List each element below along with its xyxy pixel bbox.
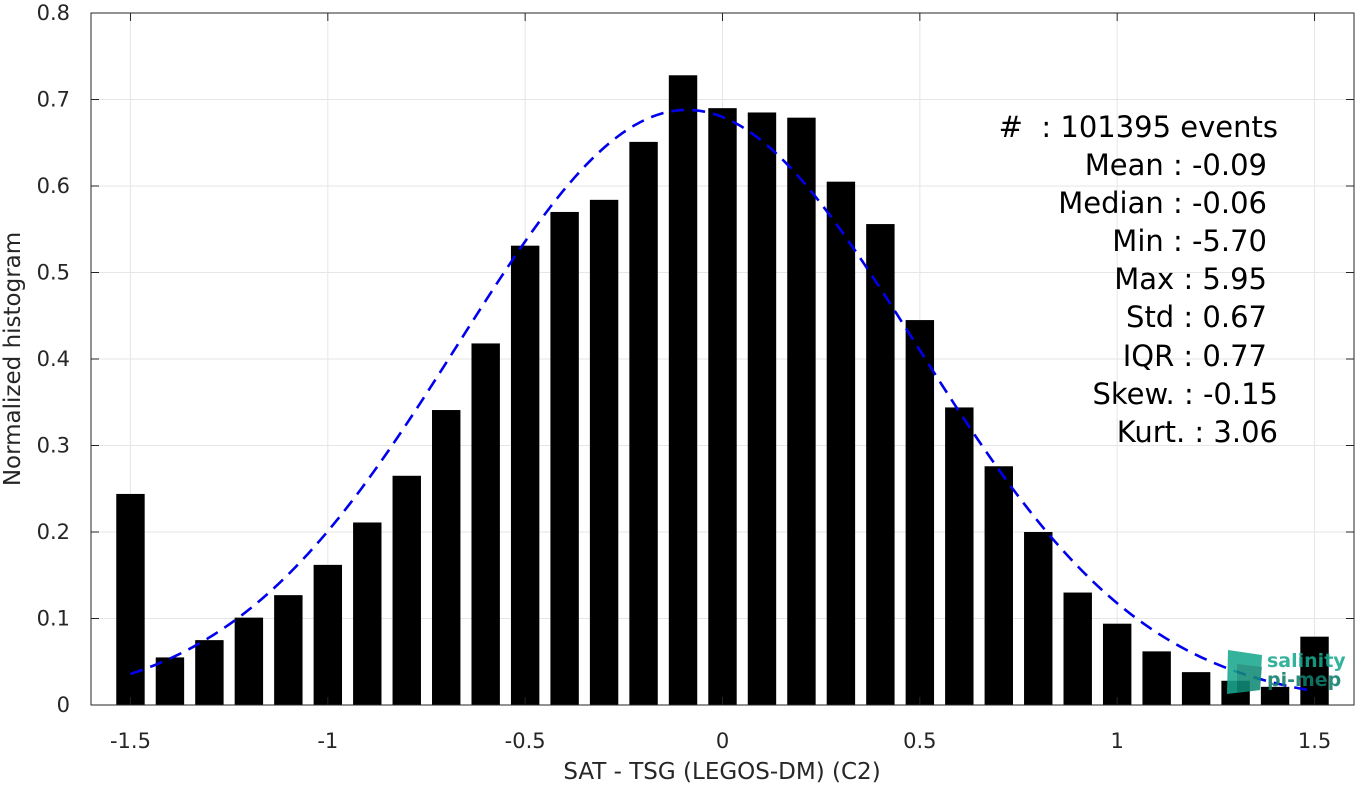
histogram-bar xyxy=(1181,672,1211,705)
stat-skew: Skew. : -0.15 xyxy=(1092,377,1278,411)
stat-max: Max : 5.95 xyxy=(1114,262,1267,296)
x-tick-label: 0 xyxy=(716,729,729,753)
histogram-bar xyxy=(274,595,303,705)
histogram-bar xyxy=(313,564,343,705)
normal-fit-curve xyxy=(130,108,1315,693)
histogram-bar xyxy=(432,410,461,705)
stat-std: Std : 0.67 xyxy=(1126,300,1267,334)
y-axis-title: Normalized histogram xyxy=(0,232,26,486)
logo-mark-shade-icon xyxy=(1237,664,1262,693)
histogram-bar xyxy=(668,75,698,705)
histogram-bar xyxy=(708,108,737,705)
histogram-bar xyxy=(1260,686,1290,705)
histogram-bar xyxy=(787,117,816,706)
y-tick-label: 0 xyxy=(57,693,70,717)
histogram-bar xyxy=(589,199,619,705)
x-tick-labels: -1.5 -1 -0.5 0 0.5 1 1.5 xyxy=(110,729,1331,753)
histogram-bar xyxy=(747,112,777,706)
x-tick-label: -1 xyxy=(317,729,338,753)
salinity-pimep-logo: salinity pi-mep xyxy=(1227,650,1346,694)
histogram-bar xyxy=(1063,592,1092,705)
histogram-bar xyxy=(392,475,421,705)
histogram-bar xyxy=(1102,623,1132,705)
x-tick-label: 1 xyxy=(1111,729,1124,753)
y-tick-labels: 0 0.1 0.2 0.3 0.4 0.5 0.6 0.7 0.8 xyxy=(37,1,70,717)
stat-iqr: IQR : 0.77 xyxy=(1123,339,1267,373)
histogram-bar xyxy=(826,181,856,706)
histogram-bars xyxy=(116,75,1329,706)
logo-text-line1: salinity xyxy=(1267,650,1346,672)
y-tick-label: 0.5 xyxy=(37,261,70,285)
histogram-bar xyxy=(550,211,579,705)
histogram-bar xyxy=(353,522,382,705)
x-axis-title: SAT - TSG (LEGOS-DM) (C2) xyxy=(563,759,880,785)
histogram-bar xyxy=(905,320,935,705)
histogram-bar xyxy=(1024,532,1053,705)
histogram-bar xyxy=(471,343,500,705)
stat-mean: Mean : -0.09 xyxy=(1085,148,1267,182)
y-tick-label: 0.8 xyxy=(37,1,70,25)
histogram-bar xyxy=(1300,636,1329,705)
stat-median: Median : -0.06 xyxy=(1058,186,1267,220)
x-tick-label: -0.5 xyxy=(505,729,546,753)
histogram-bar xyxy=(510,245,540,705)
stat-kurt: Kurt. : 3.06 xyxy=(1117,415,1278,449)
x-tick-label: 0.5 xyxy=(903,729,936,753)
y-tick-label: 0.3 xyxy=(37,434,70,458)
histogram-bar xyxy=(1142,651,1171,705)
axis-ticks xyxy=(91,12,1354,706)
histogram-bar xyxy=(195,640,224,705)
stats-box: # : 101395 events Mean : -0.09 Median : … xyxy=(999,110,1278,449)
stat-count: # : 101395 events xyxy=(999,110,1278,144)
x-tick-label: 1.5 xyxy=(1298,729,1331,753)
histogram-bar xyxy=(866,224,895,705)
stat-min: Min : -5.70 xyxy=(1112,224,1267,258)
y-tick-label: 0.6 xyxy=(37,174,70,198)
y-tick-label: 0.4 xyxy=(37,347,70,371)
histogram-bar xyxy=(234,617,264,705)
y-tick-label: 0.1 xyxy=(37,607,70,631)
histogram-bar xyxy=(629,141,658,705)
y-tick-label: 0.7 xyxy=(37,88,70,112)
histogram-bar xyxy=(155,657,185,705)
logo-text-line2: pi-mep xyxy=(1267,669,1341,691)
x-tick-label: -1.5 xyxy=(110,729,151,753)
y-tick-label: 0.2 xyxy=(37,520,70,544)
histogram-bar xyxy=(984,466,1013,705)
histogram-bar xyxy=(945,407,974,705)
